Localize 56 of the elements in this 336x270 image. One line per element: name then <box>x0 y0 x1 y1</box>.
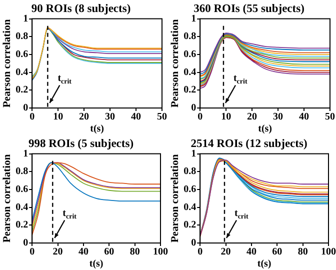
x-tick-label: 40 <box>78 246 88 258</box>
x-tick-label: 60 <box>272 246 282 258</box>
x-tick-label: 10 <box>221 112 232 123</box>
x-tick-label: 40 <box>299 112 310 123</box>
x-tick-label: 100 <box>321 246 336 258</box>
y-axis-title: Pearson correlation <box>170 154 182 242</box>
y-tick-label: 1 <box>23 13 28 24</box>
chart-title: 360 ROIs (55 subjects) <box>194 2 305 15</box>
y-tick-label: 0.4 <box>16 202 28 213</box>
x-tick-label: 80 <box>298 246 308 258</box>
x-tick-label: 20 <box>52 246 63 258</box>
x-tick-label: 50 <box>325 112 335 123</box>
x-tick-label: 30 <box>105 112 116 123</box>
y-tick-label: 0.4 <box>184 202 196 213</box>
y-tick-label: 0.4 <box>184 66 196 78</box>
x-tick-label: 50 <box>157 112 167 123</box>
y-tick-label: 0.2 <box>16 220 28 231</box>
x-tick-label: 30 <box>273 112 284 123</box>
y-tick-label: 0.2 <box>184 84 196 96</box>
y-tick-label: 0.2 <box>184 220 196 231</box>
x-tick-label: 20 <box>79 112 90 123</box>
y-tick-label: 0 <box>191 102 196 114</box>
x-axis-title: t(s) <box>258 124 272 135</box>
x-tick-label: 40 <box>131 112 142 123</box>
x-tick-label: 20 <box>220 246 231 258</box>
x-tick-label: 80 <box>130 246 140 258</box>
y-tick-label: 0 <box>23 102 28 114</box>
x-tick-label: 100 <box>153 246 168 258</box>
y-tick-label: 0.6 <box>16 49 28 60</box>
x-axis-title: t(s) <box>90 124 104 135</box>
x-axis-title: t(s) <box>257 258 272 270</box>
x-tick-label: 10 <box>53 112 64 123</box>
x-axis-title: t(s) <box>89 258 104 270</box>
y-tick-label: 1 <box>23 148 28 160</box>
y-tick-label: 0.6 <box>184 184 196 196</box>
y-tick-label: 1 <box>191 13 196 24</box>
x-tick-label: 60 <box>104 246 114 258</box>
y-axis-title: Pearson correlation <box>2 19 14 108</box>
y-tick-label: 0.8 <box>16 31 28 42</box>
y-tick-label: 0 <box>23 238 28 249</box>
y-tick-label: 0.6 <box>16 184 28 196</box>
chart-title: 998 ROIs (5 subjects) <box>28 138 134 150</box>
y-tick-label: 0.4 <box>16 66 28 78</box>
y-tick-label: 0.8 <box>184 31 196 42</box>
x-tick-label: 40 <box>246 246 256 258</box>
y-axis-title: Pearson correlation <box>2 154 14 242</box>
y-tick-label: 0.8 <box>16 166 28 178</box>
y-tick-label: 0.2 <box>16 84 28 96</box>
y-axis-title: Pearson correlation <box>170 19 182 108</box>
x-tick-label: 20 <box>247 112 258 123</box>
y-tick-label: 0.8 <box>184 166 196 178</box>
y-tick-label: 0.6 <box>184 49 196 60</box>
chart-title: 90 ROIs (8 subjects) <box>31 2 131 15</box>
y-tick-label: 1 <box>191 148 196 160</box>
chart-title: 2514 ROIs (12 subjects) <box>190 138 308 150</box>
y-tick-label: 0 <box>191 238 196 249</box>
